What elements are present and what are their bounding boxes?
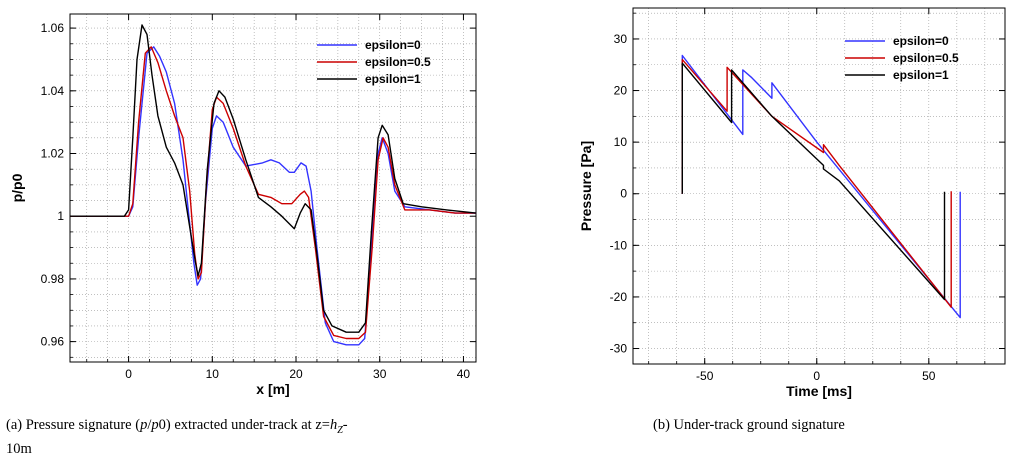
ground-signature-chart: -50 0 50 -30 -20 -10 0 10 20 30 Time [ms] Pressure …: [513, 0, 1013, 400]
y-tick-label: -30: [610, 342, 628, 356]
x-tick-label: 10: [206, 367, 220, 381]
legend-label: epsilon=1: [893, 68, 949, 82]
legend-label: epsilon=0: [893, 34, 949, 48]
y-tick-label: 0: [620, 187, 627, 201]
y-tick-label: 10: [614, 135, 628, 149]
series-group: [682, 56, 960, 318]
y-tick-label: 20: [614, 84, 628, 98]
legend-label: epsilon=0.5: [893, 51, 959, 65]
y-axis-label: p/p0: [9, 173, 25, 202]
x-tick-label: 30: [373, 367, 387, 381]
series-line-epsilon-0: [682, 56, 960, 318]
legend-label: epsilon=1: [365, 72, 421, 86]
x-tick-label: 0: [813, 369, 820, 383]
x-tick-label: -50: [696, 369, 714, 383]
y-tick-label: 1.02: [41, 147, 65, 161]
y-tick-label: -10: [610, 238, 628, 252]
y-axis-label: Pressure [Pa]: [578, 141, 594, 231]
y-tick-label: 30: [614, 32, 628, 46]
x-tick-label: 20: [289, 367, 303, 381]
legend: epsilon=0 epsilon=0.5 epsilon=1: [317, 38, 431, 86]
x-axis-label: Time [ms]: [786, 383, 852, 399]
legend-label: epsilon=0.5: [365, 55, 431, 69]
y-tick-label: 1.04: [41, 84, 65, 98]
legend-label: epsilon=0: [365, 38, 421, 52]
pressure-signature-chart: 0 10 20 30 40 0.96 0.98 1 1.02 1.04 1.06 x [m] p/p0 e…: [0, 0, 480, 400]
series-line-epsilon-0-5: [682, 60, 951, 308]
y-tick-label: -20: [610, 290, 628, 304]
series-line-epsilon-1: [682, 63, 944, 299]
x-axis-label: x [m]: [256, 381, 289, 397]
series-line-epsilon-0: [70, 47, 476, 345]
y-tick-label: 1.06: [41, 21, 65, 35]
y-tick-label: 0.96: [41, 335, 65, 349]
caption-b: (b) Under-track ground signature: [653, 416, 845, 435]
caption-a: (a) Pressure signature (p/p0) extracted …: [6, 416, 406, 459]
legend: epsilon=0 epsilon=0.5 epsilon=1: [845, 34, 959, 82]
x-tick-label: 50: [922, 369, 936, 383]
y-tick-label: 0.98: [41, 272, 65, 286]
y-tick-label: 1: [57, 209, 64, 223]
x-tick-label: 40: [457, 367, 471, 381]
x-tick-label: 0: [125, 367, 132, 381]
